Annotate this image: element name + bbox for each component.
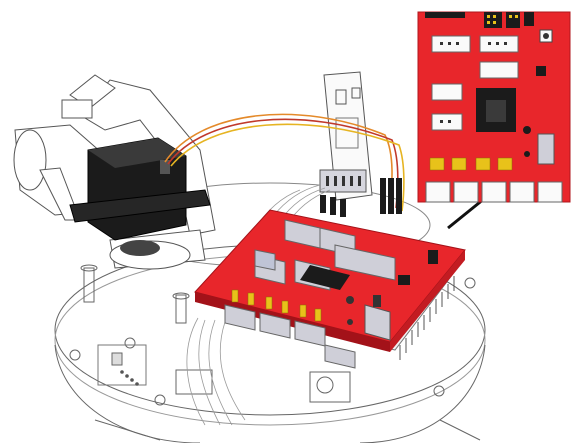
capacitor	[346, 296, 354, 304]
small-module-pins	[120, 370, 139, 386]
arm-connector-block	[61, 99, 93, 119]
sensor-module	[319, 71, 373, 201]
chassis-lower-left	[54, 344, 201, 443]
pin-header	[247, 292, 255, 306]
servo-mounting-tab	[69, 189, 211, 223]
pin-header	[231, 289, 239, 303]
screw-hole	[124, 337, 136, 349]
wire	[219, 321, 246, 421]
robot-arm-bracket	[13, 74, 216, 270]
jumper-plug	[320, 195, 326, 213]
standoff-left-top	[80, 264, 98, 272]
gripper-jaw	[13, 129, 47, 191]
callout-top-pins	[487, 15, 518, 24]
pin-header	[314, 308, 322, 322]
standoff-left	[83, 267, 95, 303]
wire	[208, 319, 233, 426]
reset-button	[428, 250, 438, 264]
power-switch-lever	[373, 295, 381, 307]
screw-hole	[69, 349, 81, 361]
callout-connectors	[431, 35, 519, 131]
wheel-edge	[439, 419, 481, 441]
connector-block	[324, 344, 356, 369]
power-jack	[316, 376, 334, 394]
stacking-header-pins	[399, 276, 455, 360]
capacitor	[347, 319, 353, 325]
pin-header	[265, 296, 273, 310]
jumper-plug	[330, 197, 336, 215]
callout-button-cap	[543, 33, 549, 39]
servo-motor	[69, 137, 211, 256]
pin-header	[281, 300, 289, 314]
wheel-edge	[94, 419, 161, 441]
power-jack-housing	[309, 371, 351, 403]
jumper-plug	[396, 178, 402, 214]
wire	[186, 317, 206, 426]
sensor-pins	[326, 176, 361, 186]
callout-switch	[537, 133, 555, 165]
servo-driver-board	[194, 178, 466, 369]
chassis-lower-right	[359, 344, 486, 443]
standoff-mid	[175, 294, 187, 324]
callout-connector	[431, 83, 463, 101]
arm-link-upper	[79, 79, 216, 236]
shield-front-edge	[195, 292, 390, 352]
callout-capacitor	[524, 151, 530, 157]
small-ic	[398, 275, 410, 285]
power-switch	[364, 304, 391, 341]
callout-capacitor	[523, 126, 531, 134]
board-detail-callout	[417, 11, 571, 203]
driver-chip	[300, 265, 350, 290]
servo-wire-ground	[170, 123, 405, 212]
shield-side-edge	[390, 250, 465, 352]
screw-hole	[464, 277, 476, 289]
socket-block	[254, 249, 276, 271]
callout-connector	[479, 61, 519, 79]
screw-hole	[154, 394, 166, 406]
servo-wire-signal	[164, 113, 393, 206]
callout-main-ic-die	[486, 100, 506, 122]
sensor-plug-wires	[320, 178, 402, 217]
servo-horn	[120, 240, 160, 256]
servo-cable-exit	[160, 160, 170, 174]
callout-yellow-headers	[429, 157, 513, 171]
servo-top-face	[88, 138, 186, 168]
connector-block	[259, 312, 291, 339]
jumper-plug	[380, 178, 386, 214]
callout-bottom-connectors	[425, 181, 563, 203]
jumper-plug	[388, 178, 394, 214]
sensor-window-right	[351, 87, 361, 99]
sensor-window-left	[335, 89, 347, 105]
screw-hole	[433, 385, 445, 397]
small-module-chip	[111, 352, 123, 366]
connector-block	[334, 244, 396, 281]
jumper-plug	[340, 199, 346, 217]
wire	[198, 319, 221, 426]
pin-headers	[231, 289, 322, 322]
callout-connector-pins	[440, 42, 507, 123]
servo-connectors	[224, 219, 396, 369]
pin-header	[299, 304, 307, 318]
standoff-mid-top	[172, 292, 190, 300]
small-module	[97, 344, 147, 386]
connector-block	[224, 304, 256, 331]
callout-connector	[431, 113, 463, 131]
power-jack-block	[175, 369, 213, 395]
callout-small-ic	[536, 66, 546, 76]
